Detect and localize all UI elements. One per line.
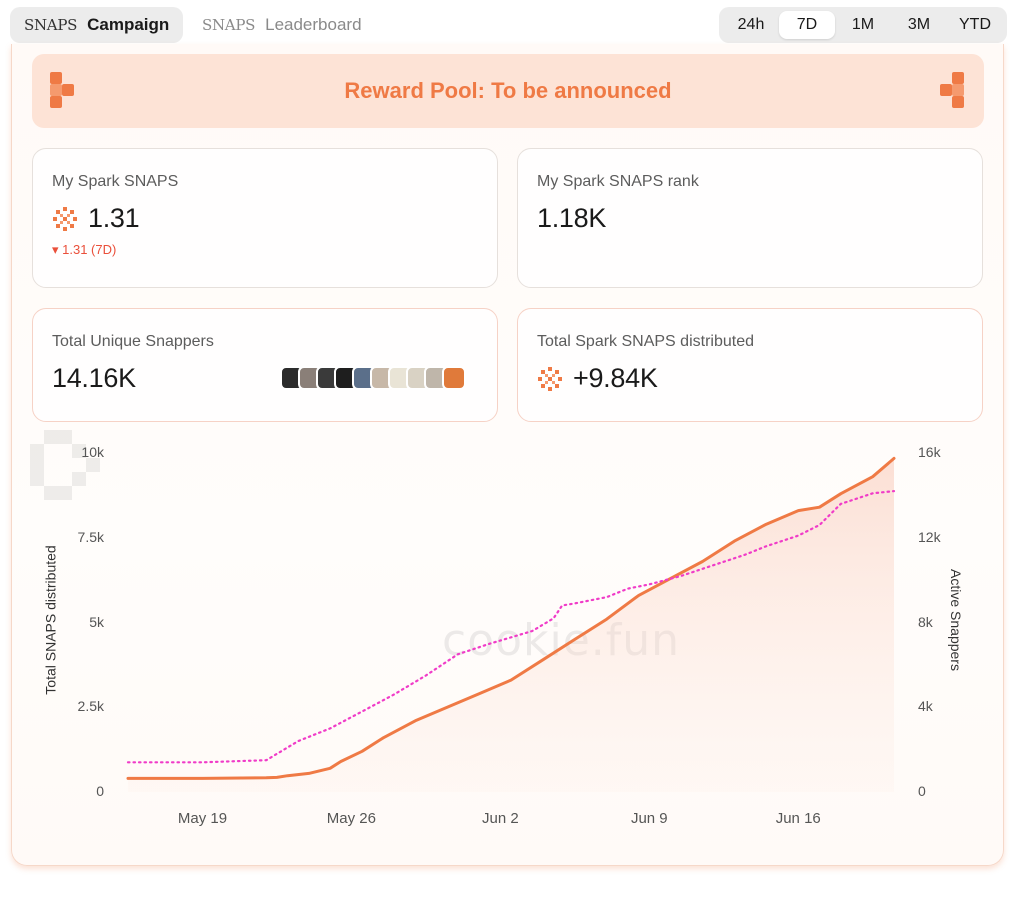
series-line-snaps-distributed: [126, 456, 896, 780]
my-snaps-card: My Spark SNAPS 1.31 ▾ 1.31 (7D): [32, 148, 498, 288]
y-axis-left-title: Total SNAPS distributed: [42, 545, 59, 695]
avatar: [442, 366, 466, 390]
y-tick-left-label: 2.5k: [77, 698, 104, 715]
snaps-chart: cookie.fun Total SNAPS distributed Activ…: [30, 430, 1000, 840]
cookie-watermark-icon: [30, 430, 100, 500]
y-tick-left-label: 0: [96, 783, 104, 799]
y-axis-right-title: Active Snappers: [947, 569, 964, 671]
avatar-stack: [280, 366, 466, 392]
tab-label: Leaderboard: [265, 15, 362, 34]
cookie-logo-icon: [940, 72, 964, 108]
range-1m-button[interactable]: 1M: [851, 16, 875, 33]
tab-label: Campaign: [87, 15, 170, 34]
stat-label: Total Unique Snappers: [52, 333, 214, 350]
stat-label: My Spark SNAPS rank: [537, 173, 699, 190]
y-tick-left-label: 10k: [81, 444, 104, 460]
tab-brand: SNAPS: [24, 16, 78, 34]
stat-value-row: 14.16K: [52, 363, 136, 394]
snaps-distributed-value: +9.84K: [573, 363, 658, 393]
x-tick-label: Jun 2: [482, 810, 519, 827]
stat-value-row: +9.84K: [537, 363, 658, 394]
range-ytd-button[interactable]: YTD: [959, 16, 991, 33]
series-line-active-snappers: [126, 490, 896, 764]
tab-brand: SNAPS: [202, 16, 256, 34]
stat-label: My Spark SNAPS: [52, 173, 179, 190]
y-tick-right-label: 16k: [918, 444, 941, 460]
my-snaps-value: 1.31: [88, 203, 140, 233]
time-range-selector: 24h 7D 1M 3M YTD: [719, 7, 1007, 43]
cookie-logo-icon: [50, 72, 74, 108]
my-snaps-delta: ▾ 1.31 (7D): [52, 242, 117, 257]
top-bar: SNAPS Campaign SNAPS Leaderboard 24h 7D …: [0, 0, 1024, 52]
unique-snappers-card: Total Unique Snappers 14.16K: [32, 308, 498, 422]
range-3m-button[interactable]: 3M: [907, 16, 931, 33]
unique-snappers-value: 14.16K: [52, 363, 136, 393]
x-tick-label: May 26: [326, 810, 376, 827]
y-tick-right-label: 8k: [918, 613, 933, 630]
spark-icon: [538, 366, 562, 391]
spark-icon: [53, 206, 77, 231]
tab-campaign[interactable]: SNAPS Campaign: [10, 7, 183, 43]
stat-label: Total Spark SNAPS distributed: [537, 333, 754, 350]
y-tick-left-label: 5k: [89, 613, 104, 630]
my-rank-value: 1.18K: [537, 203, 607, 233]
stat-value-row: 1.18K: [537, 203, 606, 234]
y-tick-right-label: 4k: [918, 698, 933, 715]
range-7d-button[interactable]: 7D: [779, 11, 835, 39]
y-tick-left-label: 7.5k: [77, 528, 104, 545]
reward-banner: Reward Pool: To be announced: [32, 54, 984, 128]
tab-leaderboard[interactable]: SNAPS Leaderboard: [202, 7, 362, 43]
series-area-0: [128, 458, 894, 792]
range-24h-button[interactable]: 24h: [737, 16, 765, 33]
snaps-distributed-card: Total Spark SNAPS distributed +9.84K: [517, 308, 983, 422]
stat-value-row: 1.31: [52, 203, 140, 234]
y-tick-right-label: 12k: [918, 528, 941, 545]
chart-canvas: [126, 456, 896, 792]
x-tick-label: May 19: [177, 810, 228, 827]
x-tick-label: Jun 9: [630, 810, 668, 827]
y-tick-right-label: 0: [918, 783, 926, 799]
my-rank-card: My Spark SNAPS rank 1.18K: [517, 148, 983, 288]
reward-pool-text: Reward Pool: To be announced: [344, 78, 672, 103]
x-tick-label: Jun 16: [775, 810, 821, 827]
